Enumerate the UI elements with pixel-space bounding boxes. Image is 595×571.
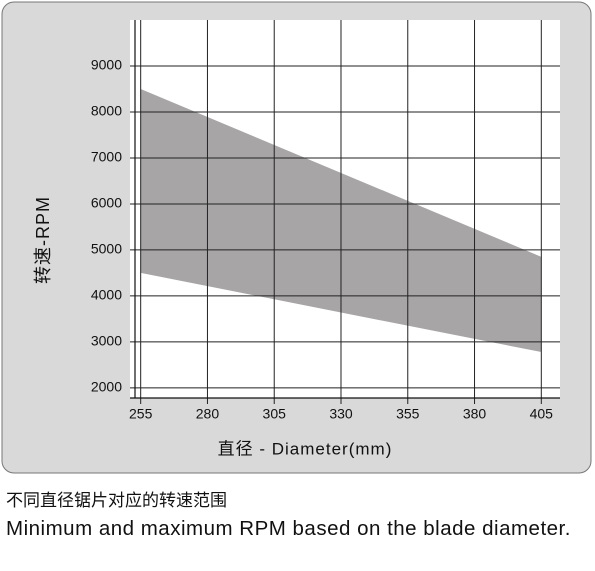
x-tick-label: 355 xyxy=(396,406,420,422)
y-tick-label: 9000 xyxy=(91,57,122,73)
y-tick-label: 4000 xyxy=(91,287,122,303)
caption-chinese: 不同直径锯片对应的转速范围 xyxy=(6,491,227,511)
caption-english: Minimum and maximum RPM based on the bla… xyxy=(6,517,571,540)
x-axis-label: 直径 - Diameter(mm) xyxy=(218,439,393,458)
y-tick-label: 2000 xyxy=(91,379,122,395)
x-tick-label: 255 xyxy=(129,406,153,422)
y-tick-label: 3000 xyxy=(91,333,122,349)
x-tick-label: 280 xyxy=(196,406,220,422)
chart: 直径 - Diameter(mm) 转速-RPM 2000 3000 4000 500… xyxy=(1,1,592,474)
y-tick-label: 7000 xyxy=(91,149,122,165)
x-tick-label: 305 xyxy=(263,406,287,422)
x-tick-label: 330 xyxy=(329,406,353,422)
y-tick-label: 8000 xyxy=(91,103,122,119)
x-tick-label: 405 xyxy=(530,406,554,422)
y-tick-label: 5000 xyxy=(91,241,122,257)
y-tick-label: 6000 xyxy=(91,195,122,211)
x-tick-label: 380 xyxy=(463,406,487,422)
y-axis-label: 转速-RPM xyxy=(33,196,53,284)
